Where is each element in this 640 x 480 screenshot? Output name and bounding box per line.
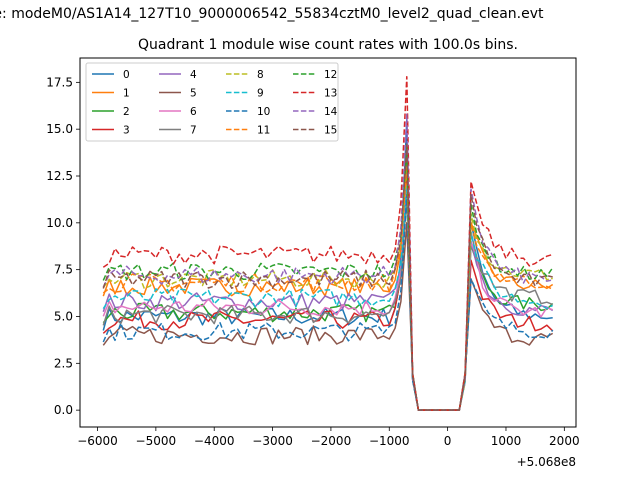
- y-tick-label: 17.5: [46, 75, 73, 89]
- legend-item-6: 6: [159, 106, 197, 118]
- legend-item-9: 9: [226, 88, 264, 100]
- legend-label: 2: [123, 106, 130, 118]
- y-tick-label: 10.0: [46, 216, 73, 230]
- legend-label: 6: [190, 106, 197, 118]
- legend-item-2: 2: [92, 106, 130, 118]
- legend-label: 10: [257, 106, 270, 118]
- x-tick-label: −5000: [136, 434, 177, 448]
- axes-frame: [79, 57, 577, 428]
- series-line-13: [102, 75, 553, 411]
- y-tick-label: 12.5: [46, 169, 73, 183]
- x-tick-label: −4000: [194, 434, 235, 448]
- legend-label: 1: [123, 88, 130, 100]
- x-tick-label: 2000: [549, 434, 580, 448]
- x-tick-label: −3000: [252, 434, 293, 448]
- figure-suptitle: Input file: modeM0/AS1A14_127T10_9000006…: [0, 6, 544, 22]
- series-line-6: [102, 184, 553, 411]
- legend-label: 11: [257, 125, 270, 137]
- legend-item-15: 15: [293, 125, 337, 137]
- series-line-14: [102, 113, 553, 411]
- series-lines: [102, 75, 554, 411]
- legend-box: [85, 62, 339, 142]
- legend-item-13: 13: [293, 88, 337, 100]
- x-ticks: −6000 −5000 −4000 −3000 −2000 −1000 0 1000 2000: [77, 427, 580, 448]
- legend-item-10: 10: [226, 106, 270, 118]
- series-line-5: [102, 222, 554, 411]
- legend-item-7: 7: [159, 125, 197, 137]
- legend-label: 3: [123, 125, 130, 137]
- legend-item-3: 3: [92, 125, 130, 137]
- series-line-1: [102, 165, 554, 411]
- x-tick-label: −1000: [369, 434, 410, 448]
- legend-item-5: 5: [159, 88, 197, 100]
- legend-item-14: 14: [293, 106, 338, 118]
- series-line-3: [102, 175, 554, 411]
- x-tick-label: 1000: [491, 434, 522, 448]
- y-tick-label: 5.0: [54, 309, 73, 323]
- legend-item-4: 4: [159, 69, 197, 81]
- legend-label: 0: [123, 69, 130, 81]
- series-line-4: [102, 184, 554, 411]
- legend-label: 9: [257, 88, 264, 100]
- x-tick-label: 0: [444, 434, 452, 448]
- series-line-7: [102, 193, 553, 411]
- series-line-10: [102, 193, 554, 411]
- x-offset-label: +5.068e8: [517, 455, 576, 469]
- y-tick-label: 7.5: [54, 263, 73, 277]
- x-tick-label: −2000: [311, 434, 352, 448]
- legend-label: 7: [190, 125, 197, 137]
- y-tick-label: 15.0: [46, 122, 73, 136]
- legend-item-8: 8: [226, 69, 264, 81]
- legend-label: 15: [324, 125, 337, 137]
- legend-label: 4: [190, 69, 197, 81]
- y-ticks: 0.0 2.5 5.0 7.5 10.0 12.5 15.0 17.5: [46, 75, 80, 417]
- series-line-2: [102, 193, 554, 411]
- y-tick-label: 0.0: [54, 403, 73, 417]
- axes-title: Quadrant 1 module wise count rates with …: [138, 37, 518, 53]
- legend-item-11: 11: [226, 125, 270, 137]
- legend-label: 8: [257, 69, 264, 81]
- legend-label: 12: [324, 69, 337, 81]
- legend-label: 13: [324, 88, 337, 100]
- legend-label: 5: [190, 88, 197, 100]
- y-tick-label: 2.5: [54, 356, 73, 370]
- series-line-15: [102, 143, 553, 411]
- x-tick-label: −6000: [77, 434, 118, 448]
- legend-item-12: 12: [293, 69, 337, 81]
- legend-label: 14: [324, 106, 338, 118]
- series-line-8: [102, 156, 553, 411]
- legend-item-0: 0: [92, 69, 130, 81]
- series-line-9: [102, 184, 554, 411]
- legend-item-1: 1: [92, 88, 130, 100]
